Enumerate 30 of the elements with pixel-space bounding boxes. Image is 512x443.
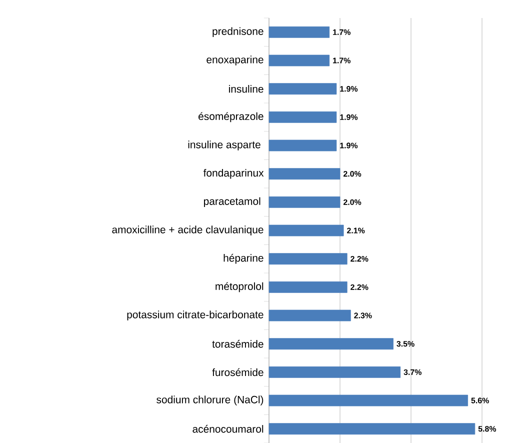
bar [268, 168, 340, 180]
y-tick-label: enoxaparine [206, 56, 264, 66]
y-tick-label: torasémide [212, 340, 264, 348]
bar [268, 83, 337, 95]
bar [268, 281, 348, 293]
y-tick-label: fondaparinux [203, 168, 264, 179]
y-tick-label: potassium citrate-bicarbonate [127, 310, 264, 320]
bar [268, 111, 337, 123]
y-tick-label: insuline [229, 84, 264, 93]
y-tick-label: prednisone [212, 27, 264, 38]
bar [268, 224, 344, 236]
bar [268, 338, 394, 350]
y-tick-label: ésoméprazole [198, 112, 264, 122]
y-tick-label: furosémide [212, 368, 264, 376]
bar [268, 140, 337, 152]
bar [268, 423, 476, 435]
y-tick-label: métoprolol [216, 282, 264, 292]
bar [268, 394, 468, 406]
bar [268, 310, 351, 322]
y-tick-label: héparine [224, 254, 264, 264]
y-tick-label: sodium chlorure (NaCl) [156, 396, 264, 406]
bar [268, 253, 348, 265]
y-tick-label: acénocoumarol [192, 424, 264, 433]
bar [268, 26, 330, 38]
y-tick-label: insuline asparte [188, 140, 260, 150]
y-tick-label: amoxicilline + acide clavulanique [112, 226, 264, 236]
bar [268, 366, 401, 378]
bar [268, 54, 330, 66]
y-tick-label: paracetamol [204, 197, 260, 208]
bar [268, 196, 340, 208]
